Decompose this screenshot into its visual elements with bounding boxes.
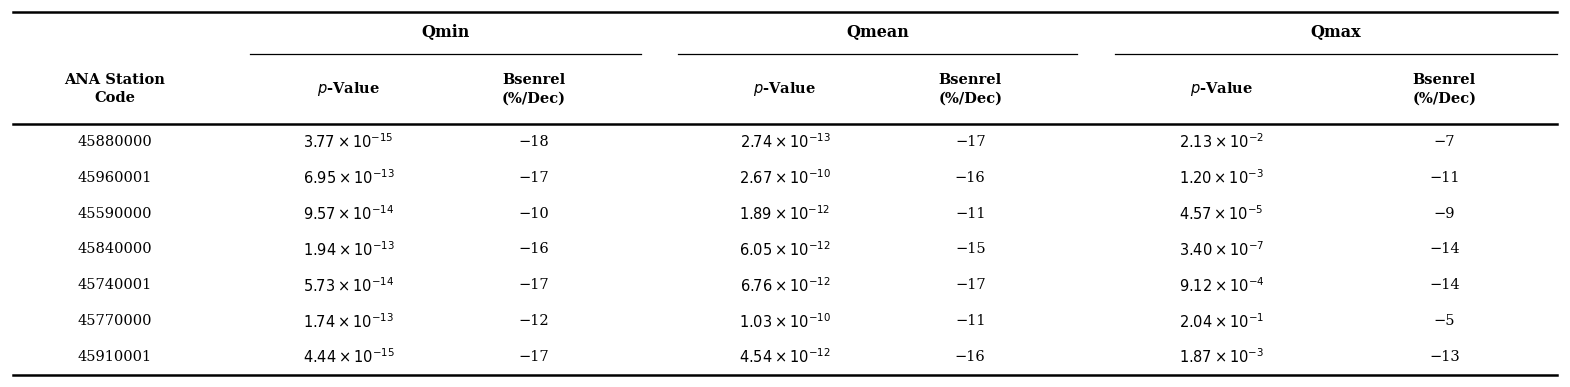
Text: −15: −15 — [955, 243, 986, 257]
Text: $5.73 \times 10^{-14}$: $5.73 \times 10^{-14}$ — [303, 276, 394, 295]
Text: 45770000: 45770000 — [77, 314, 152, 328]
Text: $1.89 \times 10^{-12}$: $1.89 \times 10^{-12}$ — [739, 204, 831, 223]
Text: −17: −17 — [518, 350, 550, 364]
Text: $3.40 \times 10^{-7}$: $3.40 \times 10^{-7}$ — [1179, 240, 1264, 259]
Text: −11: −11 — [955, 314, 986, 328]
Text: −7: −7 — [1433, 135, 1455, 149]
Text: −5: −5 — [1433, 314, 1455, 328]
Text: −17: −17 — [518, 171, 550, 185]
Text: $1.87 \times 10^{-3}$: $1.87 \times 10^{-3}$ — [1179, 348, 1264, 366]
Text: $p$-Value: $p$-Value — [754, 80, 816, 98]
Text: $p$-Value: $p$-Value — [1190, 80, 1253, 98]
Text: $6.76 \times 10^{-12}$: $6.76 \times 10^{-12}$ — [739, 276, 831, 295]
Text: $2.67 \times 10^{-10}$: $2.67 \times 10^{-10}$ — [739, 168, 831, 187]
Text: Qmax: Qmax — [1311, 24, 1361, 41]
Text: $3.77 \times 10^{-15}$: $3.77 \times 10^{-15}$ — [303, 133, 394, 151]
Text: Bsenrel
(%/Dec): Bsenrel (%/Dec) — [939, 73, 1002, 105]
Text: 45840000: 45840000 — [77, 243, 152, 257]
Text: −11: −11 — [1429, 171, 1460, 185]
Text: −16: −16 — [518, 243, 550, 257]
Text: $2.74 \times 10^{-13}$: $2.74 \times 10^{-13}$ — [739, 133, 831, 151]
Text: −12: −12 — [518, 314, 550, 328]
Text: $2.13 \times 10^{-2}$: $2.13 \times 10^{-2}$ — [1179, 133, 1264, 151]
Text: −10: −10 — [518, 207, 550, 221]
Text: $p$-Value: $p$-Value — [317, 80, 380, 98]
Text: $9.12 \times 10^{-4}$: $9.12 \times 10^{-4}$ — [1179, 276, 1264, 295]
Text: −14: −14 — [1429, 278, 1460, 292]
Text: $4.57 \times 10^{-5}$: $4.57 \times 10^{-5}$ — [1179, 204, 1264, 223]
Text: −17: −17 — [955, 278, 986, 292]
Text: $4.54 \times 10^{-12}$: $4.54 \times 10^{-12}$ — [739, 348, 831, 366]
Text: −16: −16 — [955, 171, 986, 185]
Text: 45880000: 45880000 — [77, 135, 152, 149]
Text: Qmean: Qmean — [846, 24, 909, 41]
Text: $1.74 \times 10^{-13}$: $1.74 \times 10^{-13}$ — [303, 312, 394, 330]
Text: −17: −17 — [518, 278, 550, 292]
Text: 45960001: 45960001 — [77, 171, 152, 185]
Text: 45590000: 45590000 — [77, 207, 152, 221]
Text: $1.20 \times 10^{-3}$: $1.20 \times 10^{-3}$ — [1179, 168, 1264, 187]
Text: 45910001: 45910001 — [77, 350, 152, 364]
Text: −13: −13 — [1429, 350, 1460, 364]
Text: 45740001: 45740001 — [77, 278, 152, 292]
Text: Bsenrel
(%/Dec): Bsenrel (%/Dec) — [1413, 73, 1476, 105]
Text: $2.04 \times 10^{-1}$: $2.04 \times 10^{-1}$ — [1179, 312, 1264, 330]
Text: −17: −17 — [955, 135, 986, 149]
Text: $6.95 \times 10^{-13}$: $6.95 \times 10^{-13}$ — [303, 168, 394, 187]
Text: −14: −14 — [1429, 243, 1460, 257]
Text: $9.57 \times 10^{-14}$: $9.57 \times 10^{-14}$ — [303, 204, 394, 223]
Text: $1.94 \times 10^{-13}$: $1.94 \times 10^{-13}$ — [303, 240, 394, 259]
Text: $4.44 \times 10^{-15}$: $4.44 \times 10^{-15}$ — [303, 348, 394, 366]
Text: −18: −18 — [518, 135, 550, 149]
Text: −11: −11 — [955, 207, 986, 221]
Text: Bsenrel
(%/Dec): Bsenrel (%/Dec) — [502, 73, 565, 105]
Text: ANA Station
Code: ANA Station Code — [64, 73, 165, 105]
Text: −9: −9 — [1433, 207, 1455, 221]
Text: $6.05 \times 10^{-12}$: $6.05 \times 10^{-12}$ — [739, 240, 831, 259]
Text: −16: −16 — [955, 350, 986, 364]
Text: Qmin: Qmin — [421, 24, 469, 41]
Text: $1.03 \times 10^{-10}$: $1.03 \times 10^{-10}$ — [739, 312, 831, 330]
